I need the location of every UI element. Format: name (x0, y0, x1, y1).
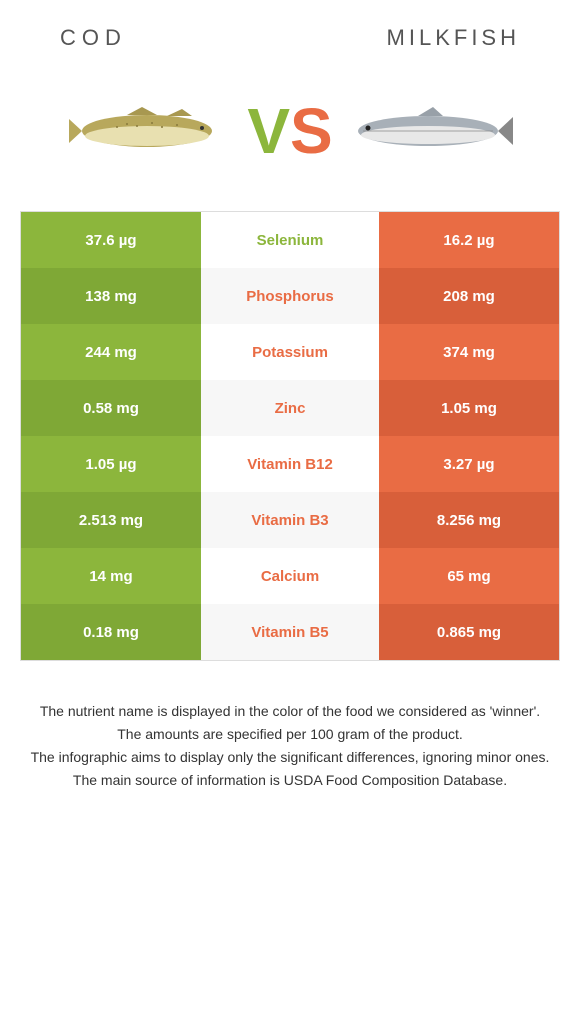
table-row: 138 mgPhosphorus208 mg (21, 268, 559, 324)
nutrient-name: Vitamin B12 (201, 436, 379, 492)
value-right: 0.865 mg (379, 604, 559, 660)
value-left: 1.05 µg (21, 436, 201, 492)
footer-line: The amounts are specified per 100 gram o… (25, 724, 555, 745)
table-row: 37.6 µgSelenium16.2 µg (21, 212, 559, 268)
value-left: 0.18 mg (21, 604, 201, 660)
nutrient-name: Vitamin B5 (201, 604, 379, 660)
table-row: 244 mgPotassium374 mg (21, 324, 559, 380)
nutrient-name: Zinc (201, 380, 379, 436)
header: COD MILKFISH (0, 0, 580, 61)
table-row: 1.05 µgVitamin B123.27 µg (21, 436, 559, 492)
nutrient-name: Selenium (201, 212, 379, 268)
table-row: 2.513 mgVitamin B38.256 mg (21, 492, 559, 548)
nutrient-name: Calcium (201, 548, 379, 604)
value-right: 374 mg (379, 324, 559, 380)
value-left: 2.513 mg (21, 492, 201, 548)
table-row: 0.58 mgZinc1.05 mg (21, 380, 559, 436)
footer-line: The infographic aims to display only the… (25, 747, 555, 768)
nutrient-name: Phosphorus (201, 268, 379, 324)
value-left: 14 mg (21, 548, 201, 604)
nutrient-table: 37.6 µgSelenium16.2 µg138 mgPhosphorus20… (20, 211, 560, 661)
vs-label: V S (247, 94, 332, 168)
value-left: 0.58 mg (21, 380, 201, 436)
value-right: 1.05 mg (379, 380, 559, 436)
value-left: 138 mg (21, 268, 201, 324)
footer-line: The main source of information is USDA F… (25, 770, 555, 791)
footer-line: The nutrient name is displayed in the co… (25, 701, 555, 722)
vs-s: S (290, 94, 333, 168)
title-left: COD (60, 25, 127, 51)
cod-image (67, 91, 237, 171)
table-row: 0.18 mgVitamin B50.865 mg (21, 604, 559, 660)
value-right: 208 mg (379, 268, 559, 324)
milkfish-image (343, 91, 513, 171)
title-right: MILKFISH (387, 25, 520, 51)
nutrient-name: Vitamin B3 (201, 492, 379, 548)
vs-v: V (247, 94, 290, 168)
value-right: 65 mg (379, 548, 559, 604)
value-left: 37.6 µg (21, 212, 201, 268)
value-right: 16.2 µg (379, 212, 559, 268)
nutrient-name: Potassium (201, 324, 379, 380)
value-right: 3.27 µg (379, 436, 559, 492)
table-row: 14 mgCalcium65 mg (21, 548, 559, 604)
value-right: 8.256 mg (379, 492, 559, 548)
vs-row: V S (0, 61, 580, 211)
value-left: 244 mg (21, 324, 201, 380)
footer-notes: The nutrient name is displayed in the co… (0, 661, 580, 791)
